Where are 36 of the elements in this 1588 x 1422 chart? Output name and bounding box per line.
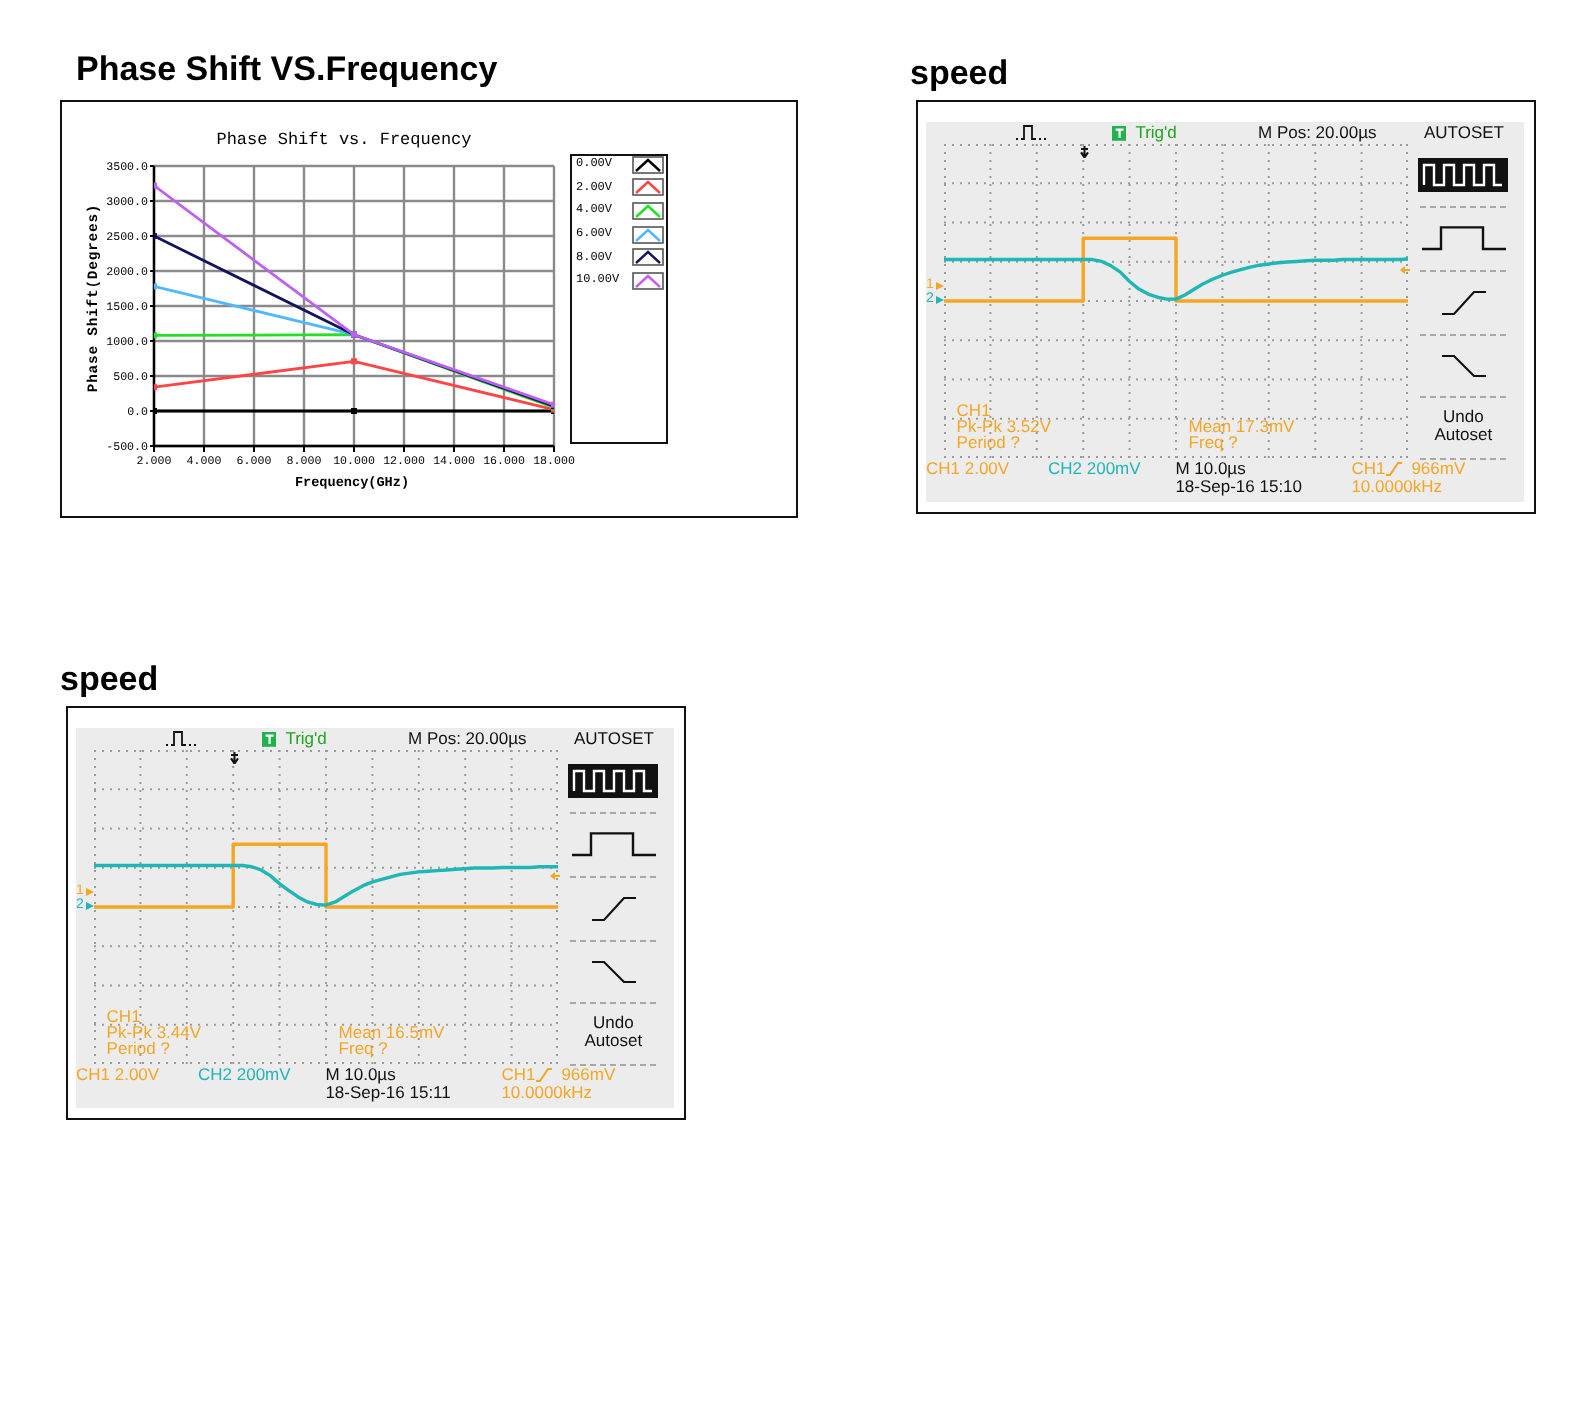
text: Undo Autoset: [582, 1011, 645, 1051]
chart-title: Phase Shift VS.Frequency: [76, 50, 498, 90]
text: M Pos: 20.00µs: [408, 728, 527, 749]
text: Period ?: [106, 1037, 170, 1057]
text: Freq ?: [1188, 431, 1238, 451]
text: M Pos: 20.00µs: [1258, 122, 1377, 143]
text: Mean 16.5mV: [338, 1021, 445, 1041]
text: Undo Autoset: [1432, 405, 1495, 445]
chart-subtitle: Phase Shift vs. Frequency: [216, 130, 472, 152]
text: Trig'd: [1135, 122, 1177, 143]
text: CH1 2.00V: [926, 457, 1010, 478]
chart-title: speed: [60, 660, 159, 698]
text: Period ?: [956, 431, 1020, 451]
text: Mean 17.3mV: [1188, 415, 1295, 435]
text: 966mV: [561, 1063, 616, 1084]
text: Pk-Pk 3.44V: [106, 1021, 202, 1041]
text: Pk-Pk 3.52V: [956, 415, 1052, 435]
text: CH2 200mV: [198, 1063, 291, 1084]
text: CH1 2.00V: [76, 1063, 160, 1084]
text: AUTOSET: [1422, 121, 1506, 142]
text: 10.0000kHz: [1351, 475, 1443, 496]
text: CH1: [106, 1005, 141, 1025]
chart-title: speed: [910, 54, 1009, 92]
text: CH1: [1351, 457, 1386, 478]
text: Trig'd: [285, 728, 327, 749]
text: 18-Sep-16 15:11: [325, 1081, 451, 1102]
text: CH1: [956, 399, 991, 419]
text: 18-Sep-16 15:10: [1175, 475, 1303, 496]
text: M 10.0µs: [1175, 457, 1246, 478]
text: 10.0000kHz: [501, 1081, 593, 1102]
text: CH1: [501, 1063, 536, 1084]
text: Freq ?: [338, 1037, 388, 1057]
text: CH2 200mV: [1048, 457, 1141, 478]
text: M 10.0µs: [325, 1063, 396, 1084]
text: AUTOSET: [572, 727, 656, 748]
text: 966mV: [1411, 457, 1466, 478]
